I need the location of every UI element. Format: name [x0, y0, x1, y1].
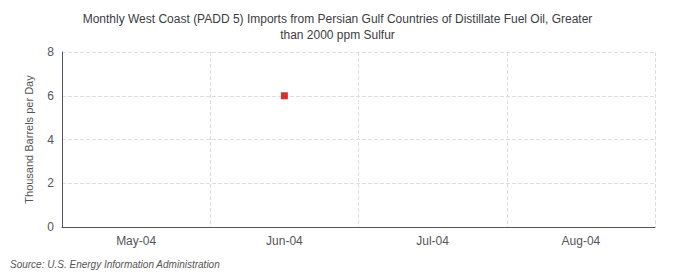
svg-text:8: 8: [47, 45, 54, 59]
svg-text:Source: U.S. Energy Informatio: Source: U.S. Energy Information Administ…: [10, 259, 220, 270]
svg-text:Jun-04: Jun-04: [266, 234, 303, 248]
svg-text:May-04: May-04: [116, 234, 156, 248]
svg-text:4: 4: [47, 133, 54, 147]
svg-text:2: 2: [47, 176, 54, 190]
svg-text:Aug-04: Aug-04: [562, 234, 601, 248]
svg-text:0: 0: [47, 220, 54, 234]
svg-text:6: 6: [47, 89, 54, 103]
svg-text:than 2000 ppm Sulfur: than 2000 ppm Sulfur: [280, 28, 395, 42]
svg-text:Monthly West Coast (PADD 5) Im: Monthly West Coast (PADD 5) Imports from…: [83, 12, 593, 26]
svg-text:Thousand Barrels per Day: Thousand Barrels per Day: [23, 75, 35, 204]
svg-text:Jul-04: Jul-04: [416, 234, 449, 248]
